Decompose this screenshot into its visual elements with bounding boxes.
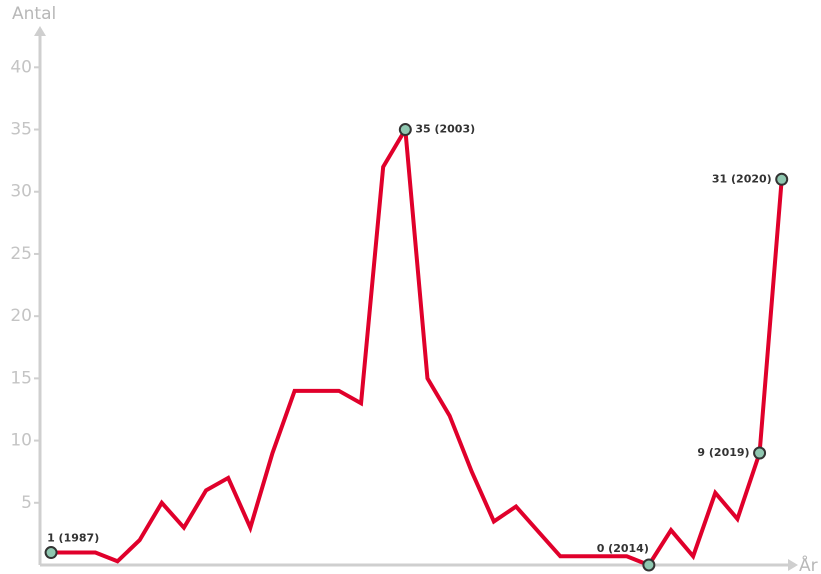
data-line — [51, 123, 784, 568]
y-tick-label: 10 — [10, 431, 32, 451]
y-axis-label: Antal — [12, 4, 56, 24]
y-tick-label: 35 — [10, 120, 32, 140]
y-tick-label: 30 — [10, 182, 32, 202]
y-axis-arrow — [34, 26, 46, 36]
y-tick-label: 15 — [10, 368, 32, 388]
data-point — [642, 558, 656, 572]
data-point — [44, 546, 58, 560]
data-label: 9 (2019) — [697, 446, 749, 459]
y-tick-label: 25 — [10, 244, 32, 264]
y-tick-label: 5 — [21, 493, 32, 513]
data-point — [775, 172, 789, 186]
data-label: 35 (2003) — [415, 123, 475, 136]
data-label: 0 (2014) — [597, 542, 649, 555]
data-label: 1 (1987) — [47, 532, 99, 545]
data-point — [753, 446, 767, 460]
x-axis-arrow — [788, 559, 798, 571]
y-tick-label: 40 — [10, 57, 32, 77]
y-tick-label: 20 — [10, 306, 32, 326]
data-label: 31 (2020) — [712, 172, 772, 185]
data-point — [398, 123, 412, 137]
x-axis-label: År — [799, 554, 818, 574]
